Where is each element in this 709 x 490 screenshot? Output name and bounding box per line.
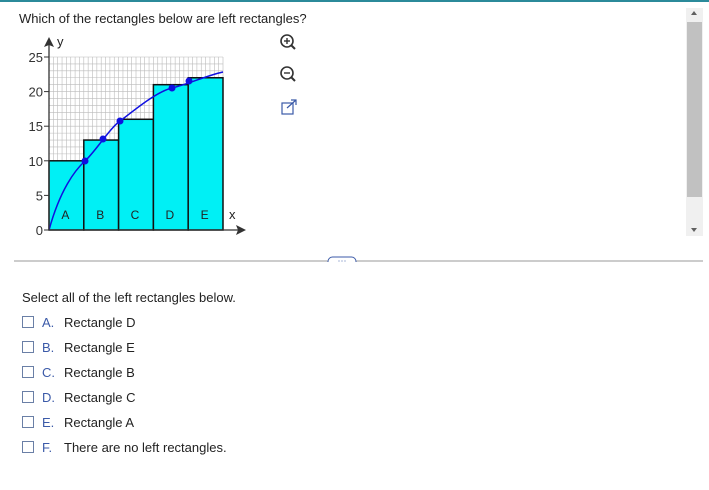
option-text: Rectangle C: [64, 389, 136, 405]
y-tick-label: 0: [36, 223, 43, 238]
scrollbar-thumb[interactable]: [687, 22, 702, 197]
rectangle-label: D: [165, 208, 174, 222]
checkbox[interactable]: [22, 416, 34, 428]
y-tick-label: 5: [36, 188, 43, 203]
option-letter: B.: [42, 339, 55, 355]
curve-point: [185, 77, 193, 85]
checkbox[interactable]: [22, 366, 34, 378]
y-tick-label: 15: [29, 119, 43, 134]
ellipsis: ···: [338, 256, 347, 263]
checkbox[interactable]: [22, 391, 34, 403]
y-tick-label: 25: [29, 50, 43, 65]
rectangle-label: E: [201, 208, 209, 222]
curve-point: [99, 135, 107, 143]
rectangle-label: A: [61, 208, 69, 222]
option-text: There are no left rectangles.: [64, 439, 227, 455]
expand-button[interactable]: [327, 256, 357, 262]
option-text: Rectangle D: [64, 314, 136, 330]
prompt: Select all of the left rectangles below.: [22, 290, 236, 305]
option-text: Rectangle A: [64, 414, 135, 430]
top-border: [0, 0, 709, 2]
graph: ··· A B C D Ey x 0 5 10 15 20 25: [14, 8, 703, 263]
checkbox[interactable]: [22, 341, 34, 353]
option[interactable]: D. Rectangle C: [22, 389, 136, 405]
option[interactable]: C. Rectangle B: [22, 364, 135, 380]
question: Which of the rectangles below are left r…: [19, 11, 307, 26]
checkbox[interactable]: [22, 441, 34, 453]
option-letter: F.: [42, 439, 53, 455]
y-axis-arrow: [44, 37, 54, 47]
y-axis-label: y: [57, 34, 64, 49]
rectangle-label: C: [131, 208, 140, 222]
option-letter: D.: [42, 389, 55, 405]
zoom-out[interactable]: [280, 66, 296, 82]
option-text: Rectangle E: [64, 339, 135, 355]
option[interactable]: F. There are no left rectangles.: [22, 439, 227, 455]
curve-point: [168, 84, 176, 92]
checkbox[interactable]: [22, 316, 34, 328]
x-axis-arrow: [236, 225, 246, 235]
y-tick-label: 20: [29, 85, 43, 100]
y-tick-label: 10: [29, 154, 43, 169]
option-letter: A.: [42, 314, 55, 330]
curve-point: [81, 157, 89, 165]
rectangle: [152, 83, 189, 231]
rectangle: [48, 160, 85, 231]
option-text: Rectangle B: [64, 364, 135, 380]
rectangle-label: B: [96, 208, 104, 222]
pop-out[interactable]: [281, 99, 297, 115]
option[interactable]: A. Rectangle D: [22, 314, 136, 330]
option-letter: C.: [42, 364, 55, 380]
option[interactable]: B. Rectangle E: [22, 339, 135, 355]
zoom-in[interactable]: [280, 34, 296, 50]
option-letter: E.: [42, 414, 55, 430]
x-axis-label: x: [229, 207, 236, 222]
option[interactable]: E. Rectangle A: [22, 414, 134, 430]
curve-point: [116, 117, 124, 125]
